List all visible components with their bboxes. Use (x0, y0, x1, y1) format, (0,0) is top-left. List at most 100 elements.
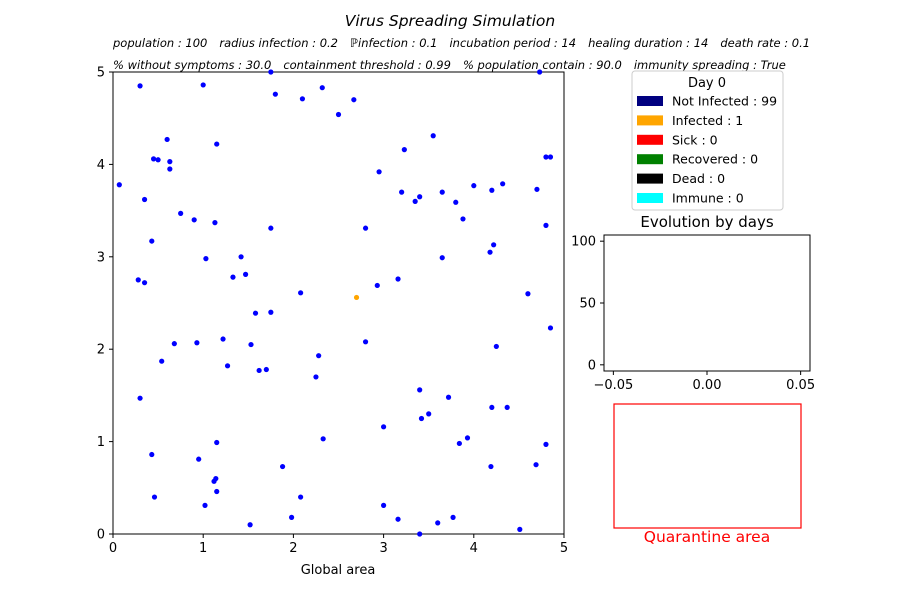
not-infected-point (298, 290, 304, 296)
param-item: incubation period : 14 (449, 36, 576, 50)
not-infected-point (155, 157, 161, 163)
infected-point (353, 294, 360, 301)
y-tick-label: 2 (97, 343, 105, 358)
not-infected-point (196, 456, 202, 462)
x-tick-label: 1 (199, 541, 207, 556)
legend-entry-label: Dead : 0 (672, 171, 725, 186)
not-infected-point (488, 463, 494, 470)
legend-entry-label: Not Infected : 99 (672, 94, 777, 109)
not-infected-point (395, 516, 401, 522)
not-infected-point (534, 186, 540, 192)
not-infected-point (167, 166, 173, 172)
not-infected-point (167, 159, 173, 165)
not-infected-point (150, 156, 157, 162)
param-item: % without symptoms : 30.0 (113, 58, 271, 72)
not-infected-point (298, 494, 304, 500)
not-infected-point (381, 502, 387, 508)
not-infected-point (517, 526, 523, 532)
not-infected-point (525, 291, 531, 297)
params-line-2: % without symptoms : 30.0 containment thr… (113, 58, 786, 72)
chart-title: Virus Spreading Simulation (345, 12, 556, 30)
not-infected-point (220, 336, 226, 342)
not-infected-point (362, 225, 369, 231)
not-infected-point (279, 463, 286, 470)
legend-entries: Not Infected : 99 Infected : 1 Sick : 0 Rec… (637, 94, 777, 206)
not-infected-point (439, 255, 445, 261)
not-infected-point (547, 325, 554, 331)
y-axis-ticks: 0 1 2 3 4 5 (97, 66, 113, 543)
legend-entry-label: Recovered : 0 (672, 152, 758, 167)
x-tick-label: 4 (470, 541, 478, 556)
not-infected-point (288, 514, 295, 520)
params-line-1: population : 100 radius infection : 0.2 ℙi… (112, 36, 810, 50)
x-axis-label: Global area (301, 563, 376, 578)
not-infected-point (164, 136, 170, 143)
evolution-frame (603, 234, 811, 372)
not-infected-point (319, 85, 325, 91)
not-infected-point (272, 91, 278, 97)
not-infected-point (230, 274, 236, 280)
not-infected-point (268, 225, 274, 231)
param-item: healing duration : 14 (588, 36, 708, 50)
not-infected-point (214, 488, 220, 495)
param-item: death rate : 0.1 (720, 36, 810, 50)
not-infected-point (320, 436, 326, 442)
not-infected-point (116, 182, 122, 188)
not-infected-point (547, 154, 554, 160)
not-infected-point (151, 494, 158, 500)
legend-swatch (637, 193, 663, 203)
x-tick-label: 0 (109, 541, 117, 556)
not-infected-point (533, 462, 539, 468)
not-infected-point (149, 451, 155, 458)
not-infected-point (504, 404, 510, 411)
param-item: population : 100 (112, 36, 207, 50)
y-tick-label: 3 (97, 250, 105, 265)
not-infected-point (450, 514, 456, 520)
legend-title: Day 0 (688, 76, 726, 91)
not-infected-point (178, 210, 184, 216)
not-infected-point (543, 222, 549, 228)
not-infected-point (417, 194, 423, 200)
not-infected-point (418, 415, 425, 422)
not-infected-point (248, 341, 254, 348)
evolution-x-tick-label: 0.00 (693, 378, 722, 393)
not-infected-point (489, 187, 495, 193)
x-tick-label: 5 (560, 541, 568, 556)
not-infected-point (247, 522, 253, 528)
evolution-x-tick-label: 0.05 (786, 378, 815, 393)
not-infected-point (430, 133, 436, 139)
not-infected-point (194, 340, 200, 346)
y-tick-label: 5 (97, 66, 105, 81)
not-infected-point (395, 276, 401, 282)
evolution-y-tick-label: 0 (588, 358, 596, 373)
not-infected-point (426, 411, 432, 417)
not-infected-point (212, 220, 218, 226)
not-infected-point (456, 440, 462, 447)
not-infected-point (256, 367, 262, 374)
evolution-x-ticks: −0.05 0.00 0.05 (593, 371, 815, 393)
not-infected-point (491, 242, 497, 248)
not-infected-point (453, 199, 459, 205)
not-infected-point (213, 475, 219, 482)
not-infected-point (202, 502, 208, 508)
not-infected-point (543, 154, 549, 160)
evolution-plot: Evolution by days −0.05 0.00 0.05 0 50 100 (571, 213, 815, 393)
not-infected-point (149, 238, 155, 244)
not-infected-point (445, 394, 452, 400)
not-infected-point (537, 69, 543, 75)
not-infected-point (263, 366, 269, 373)
evolution-y-ticks: 0 50 100 (571, 235, 604, 373)
not-infected-point (439, 189, 445, 195)
not-infected-point (543, 441, 549, 447)
not-infected-point (191, 217, 197, 223)
y-tick-label: 4 (97, 158, 105, 173)
param-item: % population contain : 90.0 (463, 58, 622, 72)
x-tick-label: 3 (379, 541, 387, 556)
not-infected-point (299, 96, 306, 102)
not-infected-point (141, 280, 148, 286)
not-infected-point (374, 282, 380, 289)
evolution-x-tick-label: −0.05 (593, 378, 633, 393)
not-infected-point (137, 83, 143, 89)
not-infected-point (399, 189, 405, 195)
not-infected-point (464, 435, 471, 441)
